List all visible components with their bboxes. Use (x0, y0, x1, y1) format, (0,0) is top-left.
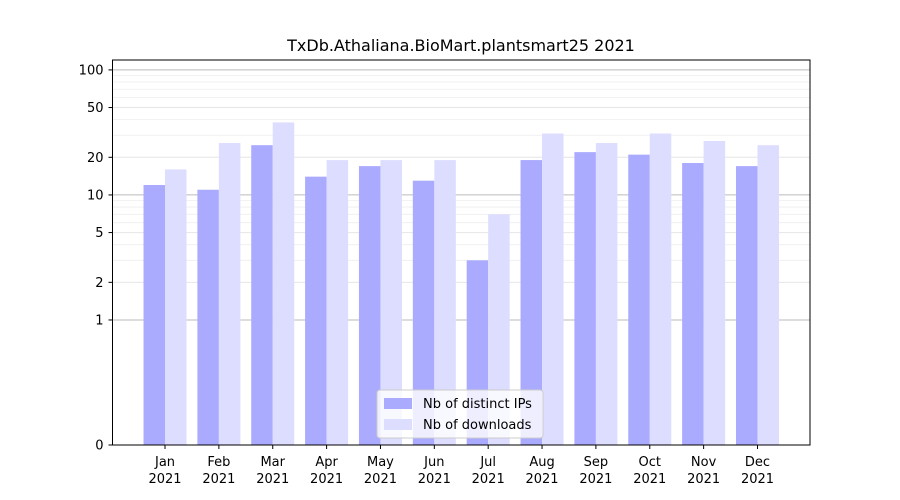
x-tick-label-year: 2021 (525, 472, 558, 487)
x-tick-label-month: Jul (479, 455, 496, 470)
legend-swatch-downloads (384, 419, 412, 430)
bar-downloads (380, 160, 402, 445)
legend: Nb of distinct IPs Nb of downloads (376, 389, 544, 439)
x-tick-label-month: Nov (691, 455, 717, 470)
x-tick-label-month: Jun (423, 455, 444, 470)
bar-downloads (757, 145, 779, 445)
bar-downloads (542, 133, 564, 445)
x-tick-label-month: Feb (207, 455, 230, 470)
bar-distinct-ips (628, 154, 650, 446)
x-tick-label-month: Apr (315, 455, 338, 470)
x-tick-label-year: 2021 (256, 472, 289, 487)
x-tick-label-month: Sep (584, 455, 609, 470)
legend-label-distinct-ips: Nb of distinct IPs (423, 397, 532, 412)
x-tick-label-month: May (367, 455, 394, 470)
x-tick-label-year: 2021 (472, 472, 505, 487)
bar-distinct-ips (574, 152, 596, 445)
bar-distinct-ips (682, 163, 704, 445)
bar-distinct-ips (412, 180, 435, 445)
bar-downloads (649, 133, 672, 445)
bar-downloads (165, 169, 187, 445)
legend-label-downloads: Nb of downloads (423, 418, 532, 433)
x-tick-label-year: 2021 (310, 472, 343, 487)
bar-distinct-ips (143, 185, 166, 445)
bar-downloads (488, 214, 510, 445)
y-tick-label: 20 (87, 151, 104, 166)
bar-downloads (595, 143, 618, 445)
bars (143, 122, 779, 446)
x-tick-label-month: Aug (529, 455, 554, 470)
y-tick-label: 0 (95, 439, 103, 454)
bar-downloads (326, 160, 349, 445)
bar-distinct-ips (197, 189, 219, 445)
x-tick-label-month: Mar (260, 455, 285, 470)
axes: 0 1 2 5 10 20 50 100 Jan 2021 Feb 2021 Mar 2021 Apr 202… (79, 63, 774, 487)
x-tick-label-month: Dec (745, 455, 770, 470)
x-tick-label-year: 2021 (741, 472, 774, 487)
x-tick-label-year: 2021 (148, 472, 181, 487)
bar-downloads (272, 122, 295, 445)
bar-downloads (218, 143, 241, 445)
y-tick-label: 5 (95, 226, 103, 241)
x-tick-label-month: Jan (154, 455, 175, 470)
x-tick-label-year: 2021 (687, 472, 720, 487)
chart-title: TxDb.Athaliana.BioMart.plantsmart25 2021 (286, 36, 635, 55)
legend-box (376, 389, 544, 439)
y-tick-label: 1 (95, 313, 103, 328)
plot-frame (112, 59, 811, 446)
bar-distinct-ips (305, 176, 327, 445)
legend-swatch-distinct-ips (384, 398, 412, 409)
x-tick-label-year: 2021 (364, 472, 397, 487)
x-tick-label-year: 2021 (202, 472, 235, 487)
x-tick-label-year: 2021 (418, 472, 451, 487)
y-tick-label: 10 (87, 188, 104, 203)
bar-distinct-ips (251, 145, 273, 445)
y-tick-label: 50 (87, 101, 104, 116)
bar-distinct-ips (735, 166, 758, 445)
y-tick-label: 100 (79, 63, 104, 78)
bar-distinct-ips (358, 166, 381, 445)
x-tick-label-year: 2021 (633, 472, 666, 487)
x-tick-label-year: 2021 (579, 472, 612, 487)
x-tick-label-month: Oct (639, 455, 661, 470)
bar-downloads (703, 140, 726, 445)
bar-downloads (434, 160, 456, 445)
y-tick-label: 2 (95, 276, 103, 291)
bar-distinct-ips (520, 160, 543, 445)
